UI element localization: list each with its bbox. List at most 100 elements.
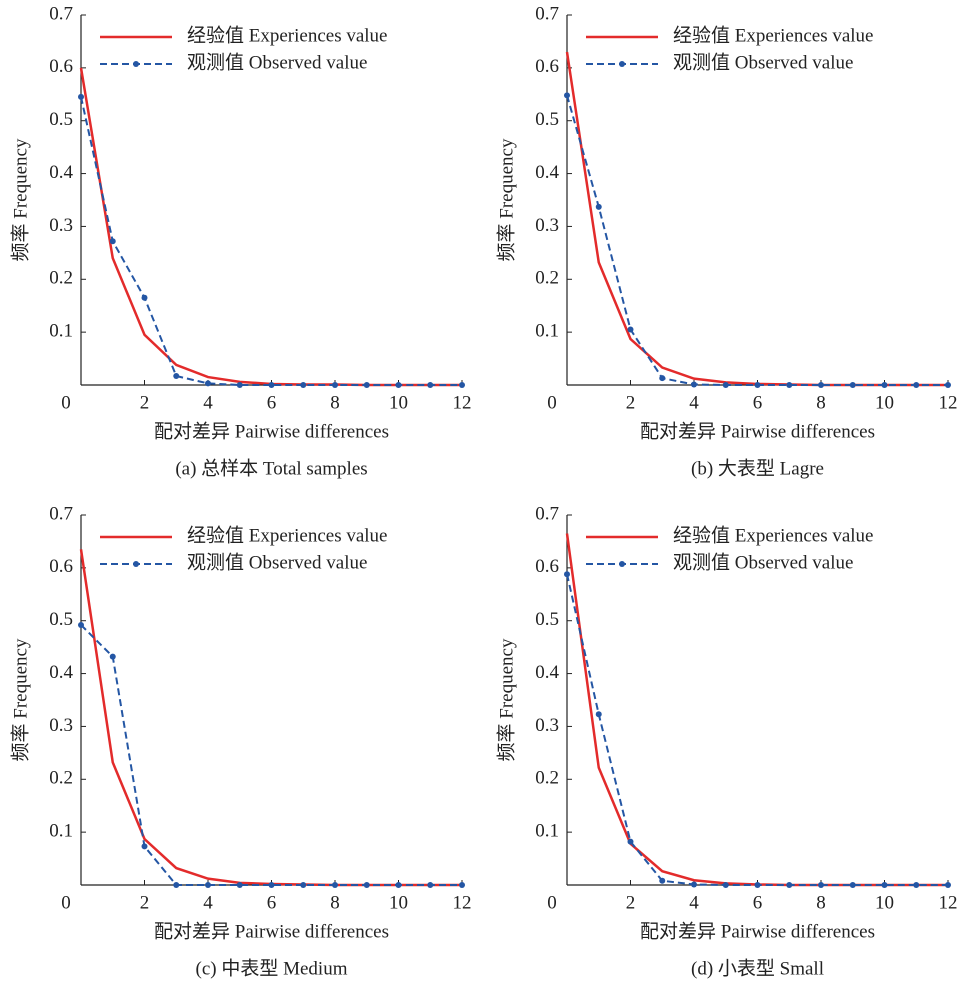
data-point	[945, 882, 951, 888]
chart-panel: 0.1 0.2 0.3 0.4 0.5 0.6 0.7 0 2 4 6 8 10 12 配对差异 Pairw…	[495, 3, 957, 479]
data-point	[363, 882, 370, 888]
data-point	[205, 882, 211, 888]
y-tick-label: 0.6	[49, 556, 73, 577]
x-tick-label: 2	[626, 892, 636, 913]
data-point	[78, 93, 84, 100]
y-axis-label: 频率 Frequency	[495, 638, 517, 761]
data-point	[395, 382, 402, 388]
y-axis-label: 频率 Frequency	[9, 638, 31, 761]
y-tick-label: 0.5	[49, 109, 73, 130]
y-tick-label: 0.7	[49, 503, 73, 524]
data-point	[109, 653, 116, 660]
series-line	[565, 533, 948, 887]
data-point	[913, 382, 920, 388]
y-axis-label: 频率 Frequency	[495, 138, 517, 261]
data-point	[595, 203, 602, 210]
series-line	[80, 624, 462, 886]
data-point	[849, 882, 856, 888]
x-tick-label: 4	[203, 392, 213, 413]
y-tick-label: 0.1	[49, 821, 73, 842]
y-tick-label: 0.6	[49, 56, 73, 77]
y-tick-label: 0.2	[535, 268, 559, 289]
data-point	[691, 881, 697, 888]
data-point	[722, 882, 729, 888]
data-point	[332, 382, 338, 388]
y-tick-label: 0.5	[49, 609, 73, 630]
data-point	[627, 838, 634, 845]
y-tick-label: 0.3	[535, 715, 559, 736]
x-tick-label: 0	[547, 392, 557, 413]
data-point	[786, 382, 793, 388]
legend-label: 经验值 Experiences value	[187, 524, 387, 546]
legend-marker	[619, 61, 625, 67]
data-point	[818, 882, 824, 888]
y-tick-label: 0.2	[535, 768, 559, 789]
data-point	[459, 382, 465, 388]
y-tick-label: 0.7	[535, 503, 559, 524]
series-line	[566, 573, 948, 886]
y-tick-label: 0.4	[49, 662, 73, 683]
panel-caption: (c) 中表型 Medium	[196, 957, 348, 979]
legend-label: 观测值 Observed value	[673, 51, 853, 73]
legend-marker	[133, 61, 139, 67]
series-line	[565, 51, 948, 387]
x-axis-label: 配对差异 Pairwise differences	[154, 420, 389, 442]
x-tick-label: 2	[140, 892, 150, 913]
x-tick-label: 0	[547, 892, 557, 913]
data-point	[173, 882, 180, 888]
y-tick-label: 0.4	[535, 662, 559, 683]
legend-label: 经验值 Experiences value	[673, 524, 873, 546]
y-tick-label: 0.3	[49, 715, 73, 736]
data-point	[754, 882, 761, 888]
y-tick-label: 0.1	[535, 821, 559, 842]
y-tick-label: 0.3	[535, 215, 559, 236]
data-point	[659, 375, 666, 382]
x-tick-label: 12	[453, 392, 472, 413]
data-point	[459, 882, 465, 888]
data-point	[395, 882, 402, 888]
x-tick-label: 4	[689, 892, 699, 913]
x-axis-label: 配对差异 Pairwise differences	[154, 920, 389, 942]
y-tick-label: 0.1	[49, 321, 73, 342]
y-tick-label: 0.4	[535, 162, 559, 183]
x-tick-label: 8	[330, 892, 340, 913]
data-point	[881, 882, 888, 888]
x-tick-label: 6	[753, 392, 763, 413]
data-point	[236, 382, 243, 388]
data-point	[236, 882, 243, 888]
data-point	[300, 882, 307, 888]
y-tick-label: 0.6	[535, 56, 559, 77]
legend-label: 经验值 Experiences value	[187, 24, 387, 46]
x-tick-label: 4	[689, 392, 699, 413]
legend-marker	[619, 561, 625, 567]
x-tick-label: 2	[626, 392, 636, 413]
data-point	[427, 382, 434, 388]
series-line	[79, 67, 462, 387]
chart-panel: 0.1 0.2 0.3 0.4 0.5 0.6 0.7 0 2 4 6 8 10 12 配对差异 Pairw…	[495, 503, 957, 979]
y-axis-label: 频率 Frequency	[9, 138, 31, 261]
data-point	[141, 294, 148, 301]
data-point	[913, 882, 920, 888]
x-tick-label: 12	[939, 892, 958, 913]
data-point	[754, 382, 761, 388]
data-point	[268, 882, 275, 888]
x-tick-label: 4	[203, 892, 213, 913]
x-tick-label: 0	[61, 892, 71, 913]
legend-label: 经验值 Experiences value	[673, 24, 873, 46]
data-point	[627, 326, 634, 333]
x-tick-label: 6	[267, 892, 277, 913]
data-point	[595, 711, 602, 718]
data-point	[141, 843, 148, 850]
x-tick-label: 6	[267, 392, 277, 413]
data-point	[691, 381, 697, 388]
y-tick-label: 0.4	[49, 162, 73, 183]
x-tick-label: 10	[875, 892, 894, 913]
data-point	[268, 382, 275, 388]
panel-caption: (b) 大表型 Lagre	[691, 457, 824, 479]
x-tick-label: 10	[875, 392, 894, 413]
x-tick-label: 8	[816, 892, 826, 913]
y-tick-label: 0.6	[535, 556, 559, 577]
data-point	[945, 382, 951, 388]
data-point	[881, 382, 888, 388]
